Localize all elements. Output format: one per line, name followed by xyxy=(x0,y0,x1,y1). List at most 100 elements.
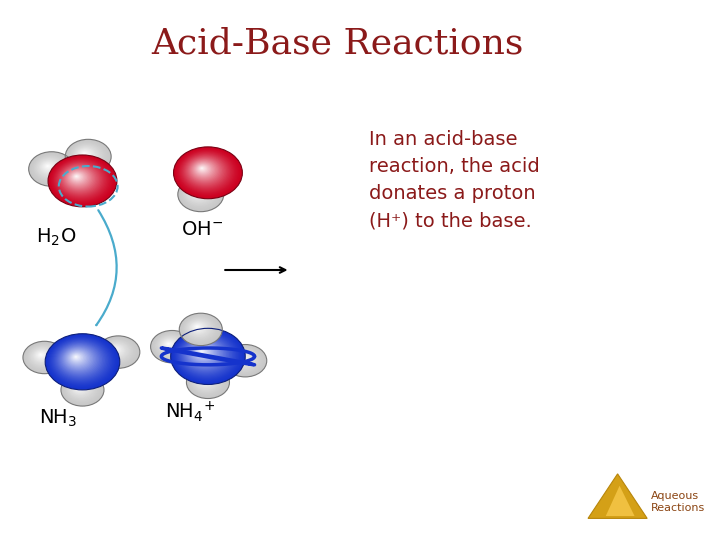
Circle shape xyxy=(235,353,251,365)
Circle shape xyxy=(199,166,206,171)
Circle shape xyxy=(84,153,85,154)
Circle shape xyxy=(201,167,203,169)
Circle shape xyxy=(194,325,200,329)
Circle shape xyxy=(70,143,105,169)
Circle shape xyxy=(41,161,57,173)
Circle shape xyxy=(176,149,238,195)
Circle shape xyxy=(45,164,51,168)
Circle shape xyxy=(199,375,212,385)
Circle shape xyxy=(72,382,88,394)
Circle shape xyxy=(46,334,118,389)
Circle shape xyxy=(96,336,140,368)
Circle shape xyxy=(202,378,207,381)
Circle shape xyxy=(157,335,184,356)
Circle shape xyxy=(73,382,87,393)
Circle shape xyxy=(194,372,218,390)
Circle shape xyxy=(193,371,220,392)
Circle shape xyxy=(34,349,50,362)
Circle shape xyxy=(200,376,210,384)
Circle shape xyxy=(153,333,189,360)
Circle shape xyxy=(77,386,81,389)
Circle shape xyxy=(69,380,92,397)
Circle shape xyxy=(160,338,180,353)
Circle shape xyxy=(189,158,221,183)
Circle shape xyxy=(197,326,198,327)
Circle shape xyxy=(30,152,73,186)
Circle shape xyxy=(189,159,220,181)
Circle shape xyxy=(81,152,88,156)
Circle shape xyxy=(196,326,199,328)
Circle shape xyxy=(32,154,70,183)
Circle shape xyxy=(40,354,42,356)
Circle shape xyxy=(164,341,174,348)
Circle shape xyxy=(203,379,206,381)
Circle shape xyxy=(60,345,99,374)
Circle shape xyxy=(31,153,71,184)
Circle shape xyxy=(185,183,214,204)
Text: Acid-Base Reactions: Acid-Base Reactions xyxy=(151,27,523,61)
Circle shape xyxy=(228,348,260,372)
Circle shape xyxy=(73,355,78,359)
Circle shape xyxy=(32,348,53,363)
Circle shape xyxy=(173,330,243,382)
Circle shape xyxy=(56,161,104,198)
Circle shape xyxy=(224,345,266,377)
Circle shape xyxy=(25,343,63,371)
Circle shape xyxy=(181,179,219,208)
Circle shape xyxy=(171,329,244,383)
Circle shape xyxy=(191,322,205,333)
Circle shape xyxy=(180,335,232,375)
Circle shape xyxy=(190,369,225,395)
Circle shape xyxy=(66,140,110,173)
Circle shape xyxy=(156,334,187,358)
Circle shape xyxy=(78,386,81,388)
Circle shape xyxy=(48,155,117,207)
Circle shape xyxy=(58,163,102,195)
Circle shape xyxy=(112,347,118,352)
Circle shape xyxy=(179,178,222,210)
Circle shape xyxy=(40,160,58,174)
Circle shape xyxy=(194,346,212,359)
Circle shape xyxy=(66,140,109,172)
Circle shape xyxy=(63,348,94,370)
Circle shape xyxy=(189,368,225,395)
Circle shape xyxy=(58,343,101,375)
Circle shape xyxy=(113,348,116,350)
Text: OH$^{-}$: OH$^{-}$ xyxy=(181,220,223,239)
Circle shape xyxy=(73,174,81,179)
Circle shape xyxy=(186,319,212,338)
Circle shape xyxy=(200,167,204,170)
Circle shape xyxy=(185,183,213,204)
Circle shape xyxy=(74,383,86,392)
Circle shape xyxy=(194,372,217,389)
Circle shape xyxy=(197,348,207,356)
Circle shape xyxy=(230,349,258,370)
Circle shape xyxy=(188,320,210,336)
Circle shape xyxy=(65,376,99,402)
Circle shape xyxy=(61,165,98,193)
Circle shape xyxy=(186,340,223,368)
Circle shape xyxy=(71,173,83,181)
Circle shape xyxy=(193,323,203,331)
Circle shape xyxy=(184,182,215,205)
Circle shape xyxy=(196,348,209,357)
Circle shape xyxy=(45,334,120,390)
Circle shape xyxy=(101,339,134,364)
Circle shape xyxy=(54,159,109,201)
Circle shape xyxy=(36,157,64,178)
Circle shape xyxy=(159,336,181,354)
Circle shape xyxy=(197,165,209,173)
Circle shape xyxy=(67,141,109,172)
Circle shape xyxy=(63,166,95,191)
Circle shape xyxy=(69,142,106,170)
Circle shape xyxy=(64,167,94,190)
Circle shape xyxy=(181,336,230,374)
Circle shape xyxy=(83,152,86,155)
Circle shape xyxy=(81,151,89,157)
Circle shape xyxy=(240,356,244,360)
Circle shape xyxy=(189,185,208,200)
Circle shape xyxy=(238,355,246,361)
Circle shape xyxy=(181,314,220,343)
Circle shape xyxy=(156,334,186,357)
Circle shape xyxy=(46,165,49,167)
